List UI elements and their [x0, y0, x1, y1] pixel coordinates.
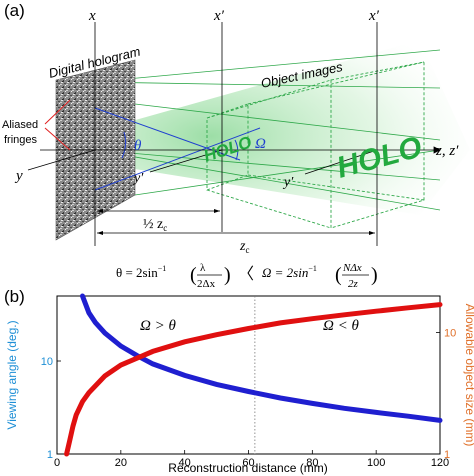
x-tick-label: 100 — [367, 457, 385, 469]
x-tick-label: 80 — [306, 457, 318, 469]
region-left-label: Ω > θ — [140, 318, 176, 334]
x-tick-label: 60 — [242, 457, 254, 469]
formula-lhs-num: λ — [200, 262, 206, 274]
formula-lhs: θ = 2sin−1 — [116, 264, 166, 280]
axis-z-label: z, z′ — [435, 143, 459, 159]
formula-rhs-den: 2z — [348, 278, 359, 290]
axis-y-prime-label-2: y′ — [282, 175, 294, 190]
left-tick-label: 1 — [47, 449, 53, 461]
x-tick-label: 120 — [431, 457, 449, 469]
formula-lhs-den: 2Δx — [197, 278, 216, 290]
formula-lhs-paren-open: ( — [190, 264, 197, 286]
viewing-angle-series — [80, 293, 443, 423]
axis-x-prime-label: x′ — [213, 8, 225, 24]
axis-x-label: x — [88, 8, 96, 24]
theta-label: θ — [134, 138, 142, 154]
axes-panel-a — [27, 22, 441, 246]
region-right-label: Ω < θ — [323, 318, 359, 334]
omega-label: Ω — [255, 136, 266, 152]
right-ticks: 1 10 — [436, 328, 456, 461]
axis-x-prime-label-2: x′ — [368, 8, 380, 24]
formula-relation: 〈 — [238, 266, 254, 283]
object-size-series — [64, 302, 443, 457]
formula-rhs-paren-close: ) — [371, 264, 378, 286]
y-axis-label-right: Allowable object size (mm) — [463, 304, 474, 447]
right-tick-label: 10 — [444, 328, 456, 340]
formula: θ = 2sin−1 ( λ 2Δx ) 〈 Ω = 2sin−1 ( NΔx … — [116, 262, 378, 290]
dimension-arrowheads — [97, 209, 375, 235]
axis-y-label: y — [14, 168, 23, 184]
dim-half-zc: ½ zc — [143, 217, 167, 233]
y-axis-label-left: Viewing angle (deg.) — [5, 320, 19, 429]
formula-lhs-paren-close: ) — [224, 264, 231, 286]
panel-a: (a) — [2, 1, 470, 255]
x-axis-label: Reconstruction distance (mm) — [168, 461, 327, 475]
plot-frame — [56, 295, 441, 455]
aliased-fringes-arrows — [44, 99, 71, 151]
right-tick-label: 1 — [444, 449, 450, 461]
green-rays — [94, 49, 441, 211]
formula-rhs-paren-open: ( — [335, 264, 342, 286]
x-tick-label: 40 — [179, 457, 191, 469]
formula-rhs: Ω = 2sin−1 — [262, 264, 317, 280]
left-tick-label: 10 — [41, 356, 53, 368]
x-tick-label: 0 — [54, 457, 60, 469]
formula-rhs-num: NΔx — [342, 262, 362, 274]
dim-zc: zc — [239, 239, 249, 255]
panel-b-label: (b) — [4, 287, 25, 306]
panel-a-label: (a) — [4, 1, 25, 20]
left-ticks: 1 10 — [41, 356, 61, 461]
x-ticks: 0 20 40 60 80 100 120 — [54, 450, 449, 469]
light-beam — [100, 40, 470, 215]
axis-y-prime-label: y′ — [132, 171, 144, 186]
aliased-label-1: Aliased — [2, 119, 38, 131]
x-tick-label: 20 — [115, 457, 127, 469]
object-image-boxes — [206, 61, 425, 229]
panel-b: (b) 0 20 40 60 80 100 120 110 110 Ω > θ Ω < θ … — [4, 287, 474, 475]
aliased-label-2: fringes — [4, 134, 38, 146]
